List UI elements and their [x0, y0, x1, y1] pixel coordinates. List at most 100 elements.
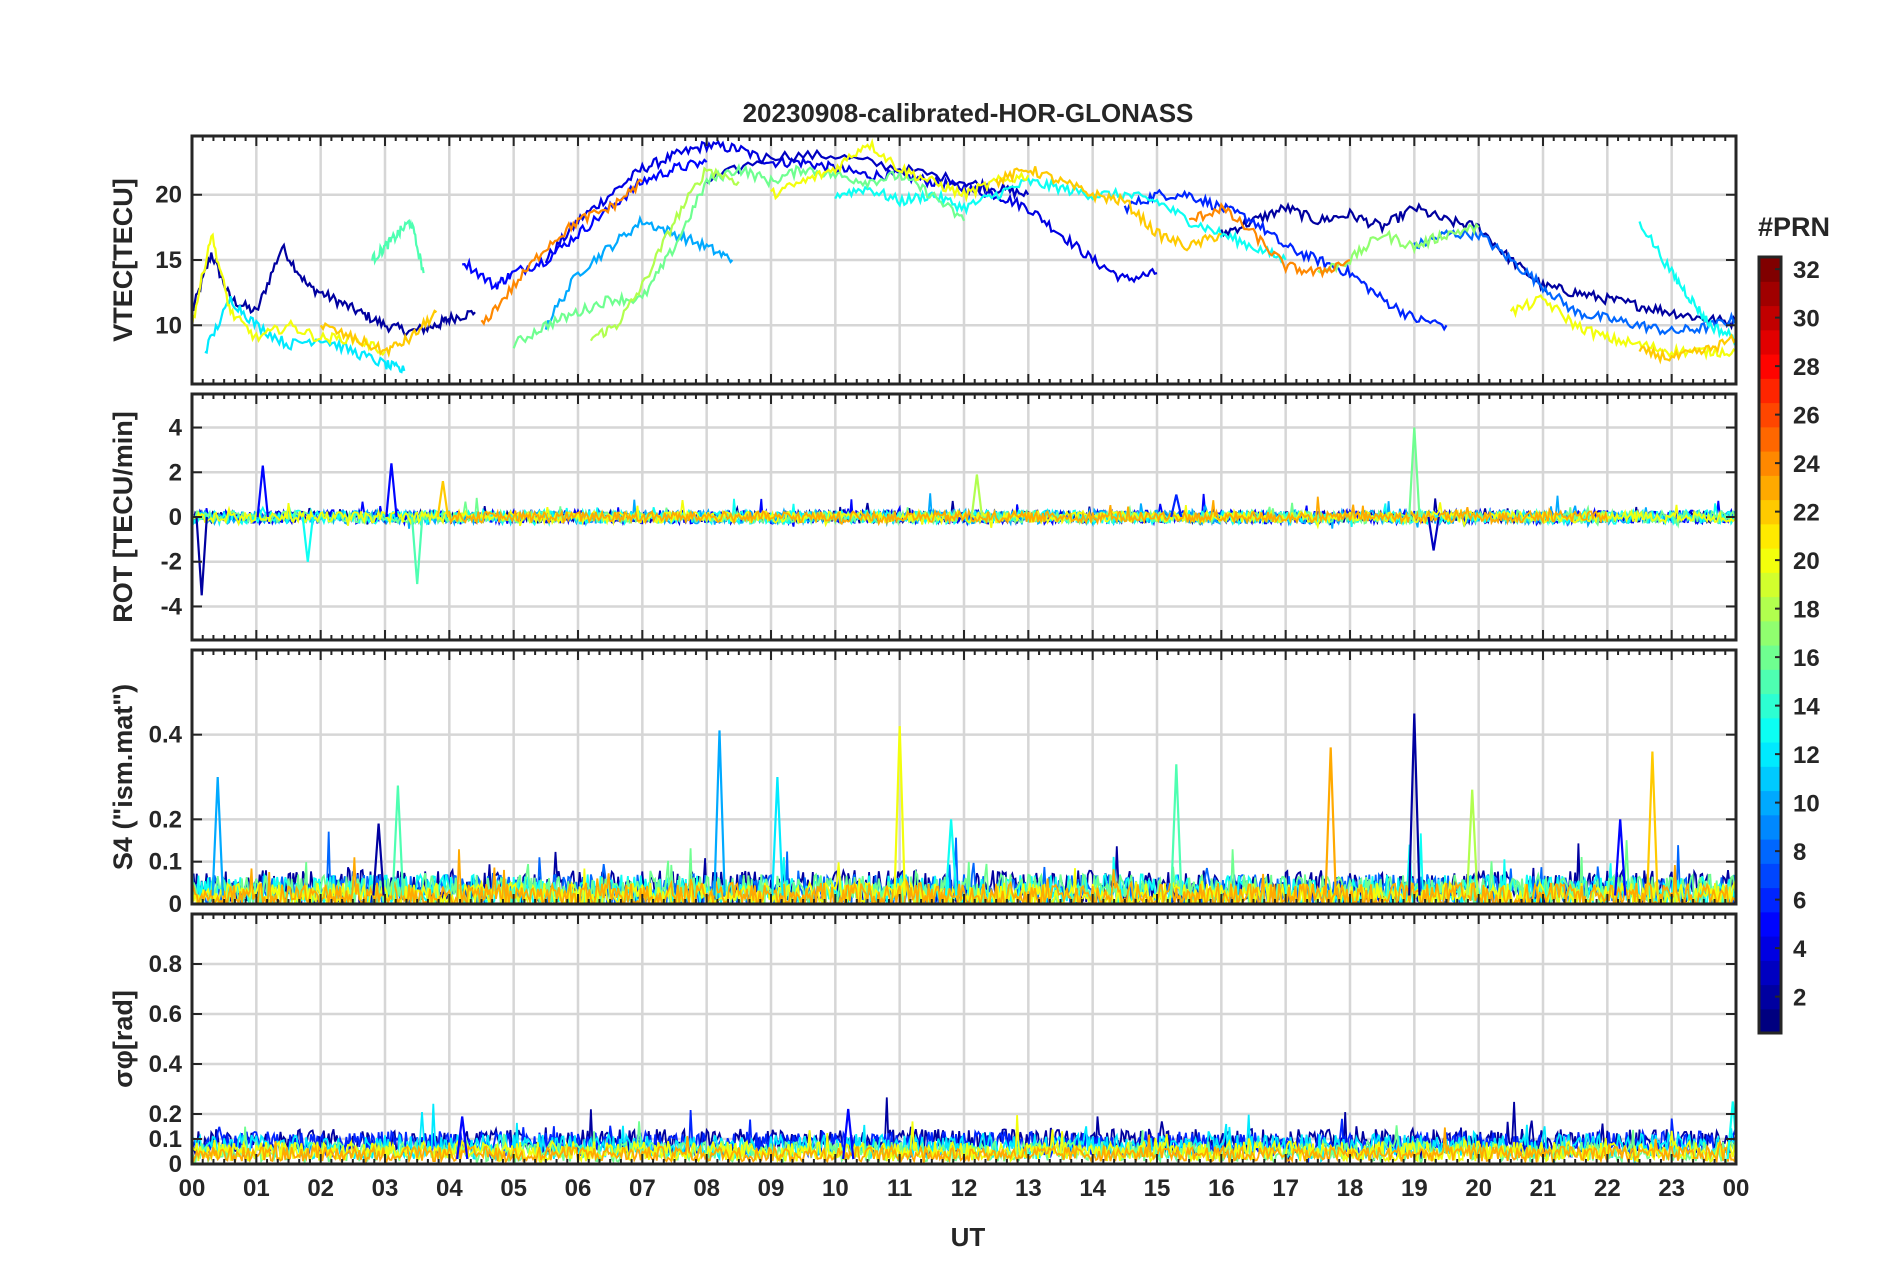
colorbar-segment [1759, 742, 1781, 767]
colorbar-segment [1759, 475, 1781, 501]
series-line-prn-5 [462, 158, 708, 291]
colorbar-segment [1759, 863, 1781, 889]
x-tick-label: 16 [1208, 1175, 1235, 1202]
colorbar-segment [1759, 717, 1781, 743]
colorbar-tick-label: 20 [1793, 548, 1820, 575]
colorbar-tick-label: 22 [1793, 500, 1820, 527]
colorbar-label: #PRN [1758, 212, 1830, 242]
x-tick-label: 23 [1658, 1175, 1685, 1202]
colorbar-segment [1759, 936, 1781, 961]
y-tick-label: 10 [155, 312, 182, 339]
y-tick-label: 0.1 [149, 1126, 182, 1153]
colorbar-segment [1759, 839, 1781, 864]
y-tick-label: 2 [169, 459, 182, 486]
series-line-prn-13 [1638, 221, 1736, 346]
colorbar-segment [1759, 257, 1781, 282]
x-tick-label: 18 [1337, 1175, 1364, 1202]
figure-title: 20230908-calibrated-HOR-GLONASS [743, 98, 1194, 128]
colorbar-segment [1759, 281, 1781, 307]
colorbar-segment [1759, 329, 1781, 355]
x-tick-label: 14 [1079, 1175, 1106, 1202]
x-tick-label: 20 [1465, 1175, 1492, 1202]
spike-prn-20 [893, 726, 906, 896]
colorbar-segment [1759, 960, 1781, 986]
x-tick-label: 09 [758, 1175, 785, 1202]
spike-prn-5 [456, 1116, 469, 1160]
spike-prn-15 [1170, 764, 1183, 896]
data-layer [192, 138, 1736, 374]
x-tick-label: 17 [1272, 1175, 1299, 1202]
colorbar-tick-label: 14 [1793, 694, 1820, 721]
colorbar-tick-label: 8 [1793, 839, 1806, 866]
colorbar-segment [1759, 596, 1781, 622]
series-line-prn-17 [1317, 222, 1480, 274]
spike-prn-23 [1324, 747, 1337, 896]
colorbar-tick-label: 24 [1793, 451, 1820, 478]
spike-prn-10 [211, 776, 224, 896]
spike-prn-3 [1427, 516, 1440, 551]
x-tick-label: 00 [179, 1175, 206, 1202]
colorbar-segment [1759, 402, 1781, 428]
series-line-prn-22 [319, 309, 438, 358]
series-line-prn-13 [834, 177, 1287, 264]
y-tick-label: 0 [169, 1151, 182, 1178]
x-tick-label: 06 [565, 1175, 592, 1202]
colorbar-segment [1759, 426, 1781, 452]
colorbar-segment [1759, 984, 1781, 1010]
y-tick-label: 0 [169, 891, 182, 918]
colorbar-tick-label: 4 [1793, 936, 1807, 963]
spike-prn-5 [385, 463, 398, 518]
colorbar-segment [1759, 790, 1781, 816]
series-line-prn-16 [512, 163, 966, 349]
y-tick-label: 0.8 [149, 951, 182, 978]
spike-prn-13 [944, 819, 958, 896]
series-line-prn-20 [770, 138, 1030, 203]
series-line-prn-23 [448, 496, 1609, 527]
series-line-prn-24 [1188, 201, 1351, 279]
panel-vtec: 10 15 20 VTEC[TECU] [108, 134, 1738, 386]
colorbar-tick-label: 26 [1793, 403, 1820, 430]
spike-prn-22 [436, 481, 450, 518]
colorbar-tick-label: 16 [1793, 645, 1820, 672]
colorbar-segment [1759, 572, 1781, 598]
x-tick-label: 15 [1144, 1175, 1171, 1202]
series-line-prn-15 [371, 218, 425, 274]
colorbar-segment [1759, 354, 1781, 379]
colorbar-segment [1759, 499, 1781, 525]
x-tick-label: 19 [1401, 1175, 1428, 1202]
spike-prn-5 [842, 1108, 855, 1160]
y-axis-label-rot: ROT [TECU/min] [108, 411, 138, 622]
spike-prn-18 [970, 474, 984, 518]
series-line-prn-12 [204, 296, 406, 374]
panel-rot: -4 -2 0 2 4 ROT [TECU/min] [108, 392, 1738, 642]
y-tick-label: 0.4 [149, 722, 183, 749]
spike-prn-5 [1614, 819, 1627, 896]
y-tick-label: 15 [155, 247, 182, 274]
x-axis-label: UT [951, 1222, 986, 1252]
spike-prn-5 [256, 465, 269, 518]
y-tick-label: 0.1 [149, 849, 182, 876]
y-tick-label: 20 [155, 182, 182, 209]
colorbar-border [1757, 255, 1783, 1035]
y-tick-label: 0 [169, 504, 182, 531]
x-tick-label: 00 [1723, 1175, 1750, 1202]
x-tick-label: 01 [243, 1175, 270, 1202]
colorbar-segment [1759, 814, 1781, 840]
data-layer [192, 427, 1736, 596]
spike-prn-12 [771, 776, 784, 896]
spike-prn-10 [713, 730, 726, 896]
colorbar-tick-label: 18 [1793, 597, 1820, 624]
colorbar-tick-label: 6 [1793, 888, 1806, 915]
series-line-prn-10 [544, 214, 734, 330]
colorbar-segment [1759, 378, 1781, 404]
y-tick-label: 0.6 [149, 1001, 182, 1028]
x-tick-label: 21 [1530, 1175, 1557, 1202]
x-tick-label: 22 [1594, 1175, 1621, 1202]
spike-prn-2 [372, 823, 385, 896]
colorbar-segment [1759, 669, 1781, 695]
colorbar-segment [1759, 911, 1781, 937]
